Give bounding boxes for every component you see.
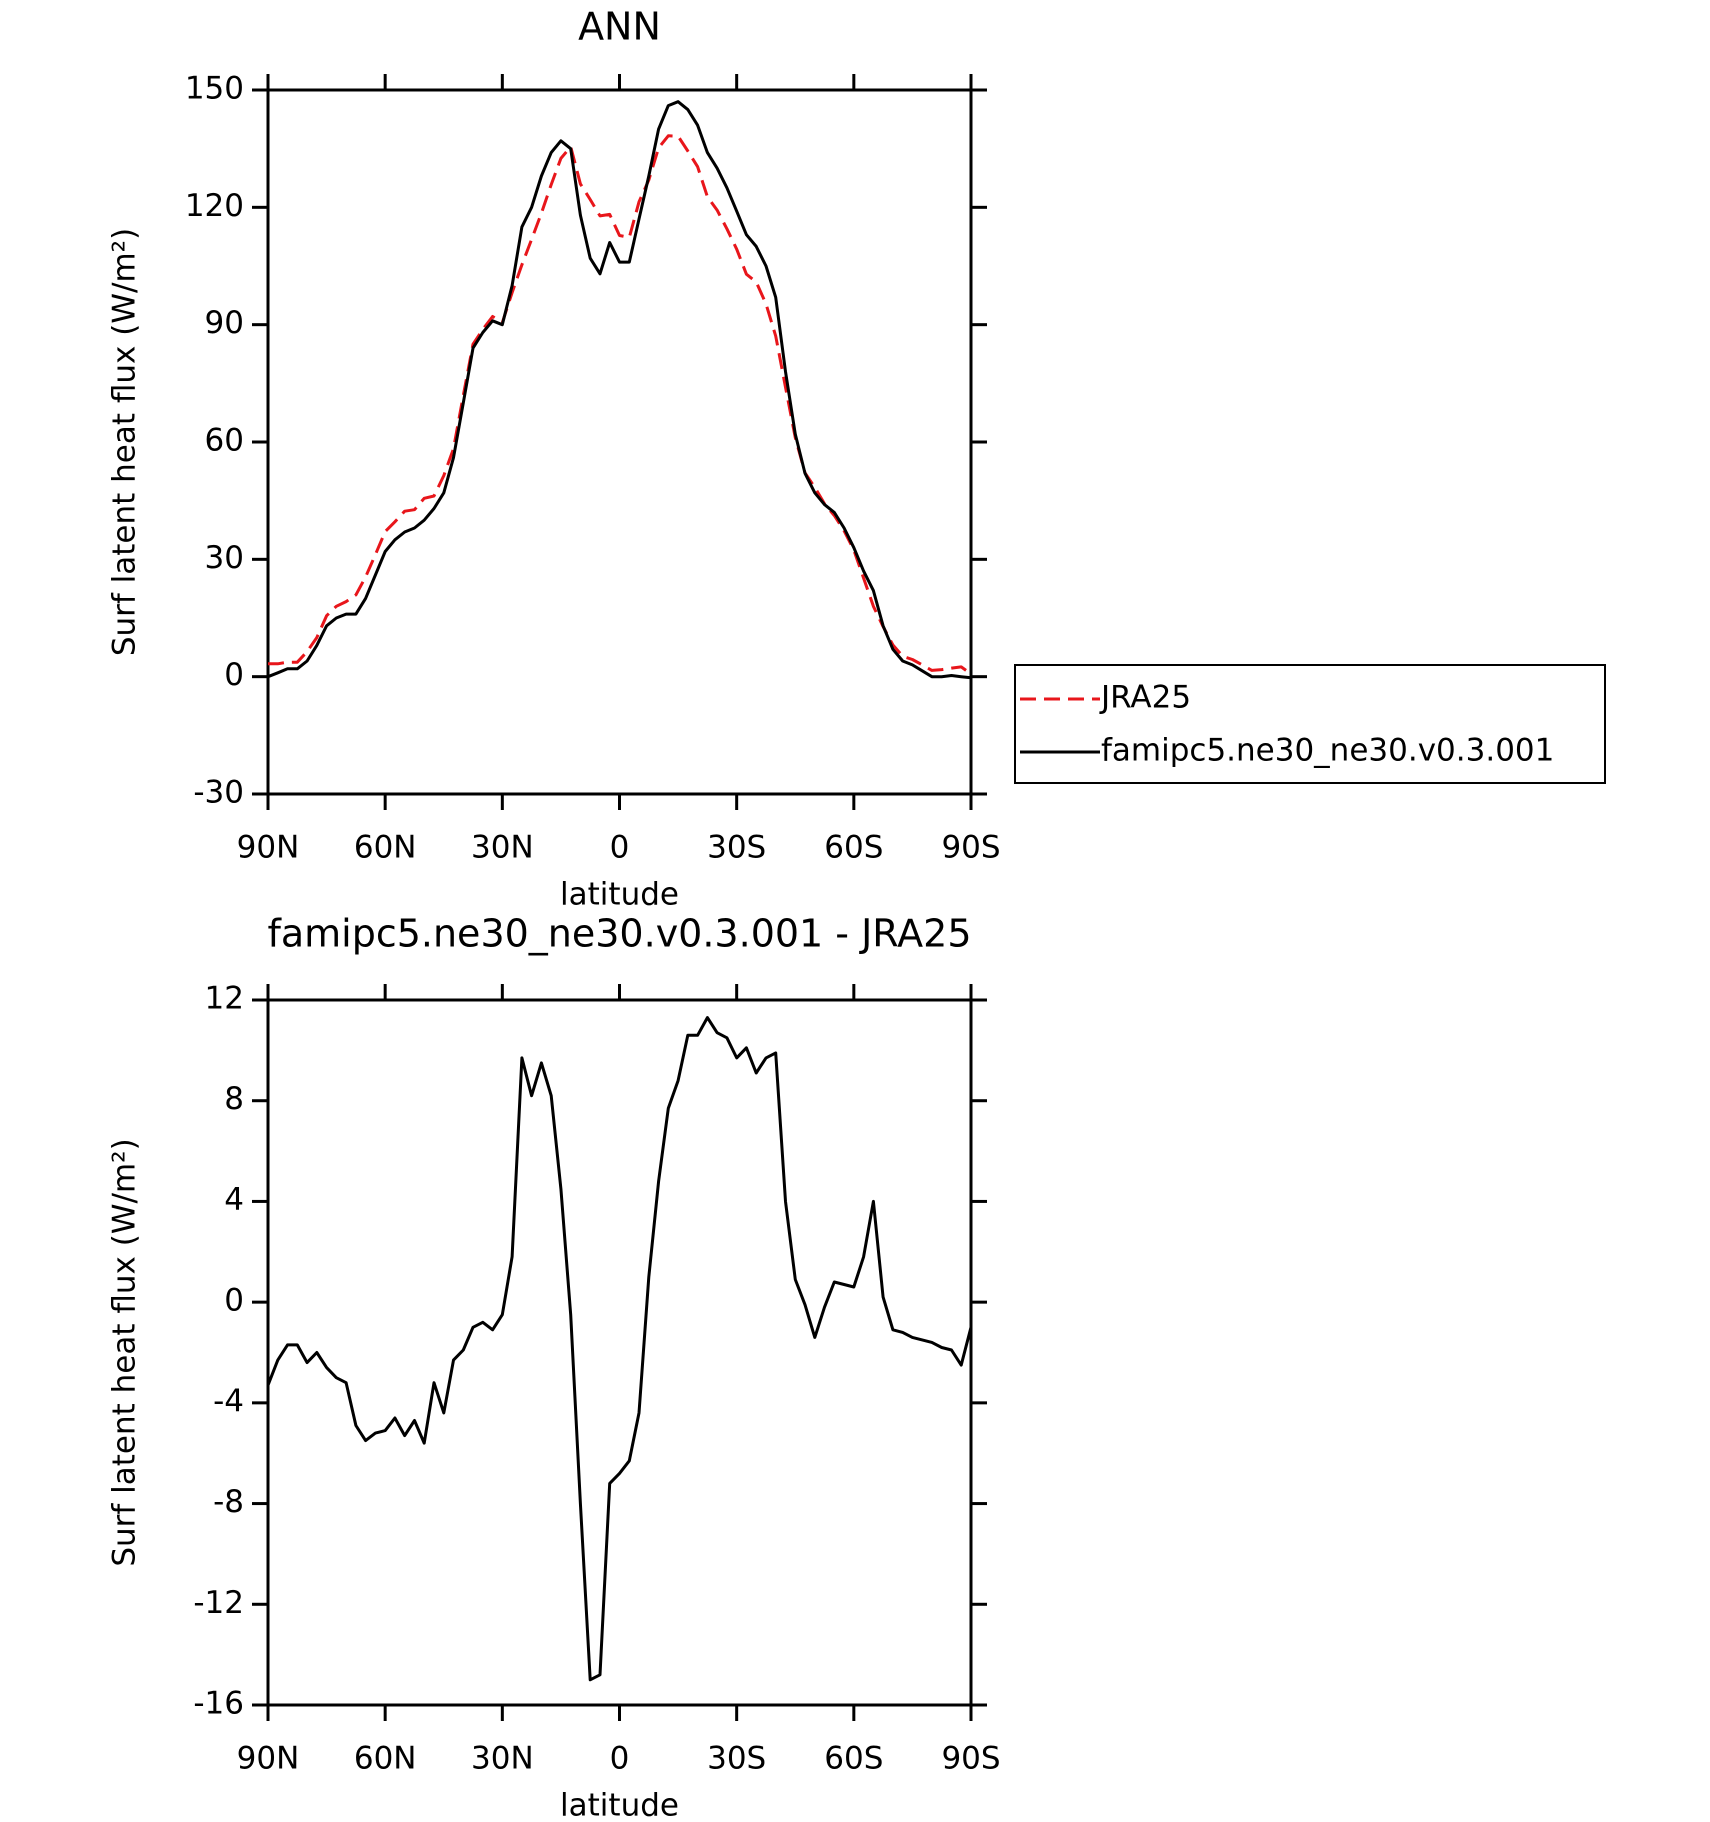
y-axis-label: Surf latent heat flux (W/m²) bbox=[107, 228, 143, 656]
y-tick-label: 60 bbox=[205, 423, 244, 459]
y-tick-label: 8 bbox=[224, 1081, 244, 1117]
y-tick-label: 120 bbox=[185, 188, 244, 224]
y-tick-label: 0 bbox=[224, 1283, 244, 1319]
y-axis-label: Surf latent heat flux (W/m²) bbox=[107, 1138, 143, 1566]
line bbox=[266, 1016, 973, 1682]
plot-frame bbox=[266, 998, 973, 1707]
x-tick-label: 30S bbox=[707, 830, 766, 866]
x-tick-label: 0 bbox=[610, 1741, 630, 1777]
y-tick-label: -16 bbox=[193, 1686, 244, 1722]
x-tick-label: 30S bbox=[707, 1741, 766, 1777]
y-tick-label: -8 bbox=[213, 1484, 244, 1520]
x-tick-label: 60N bbox=[354, 830, 417, 866]
y-tick-label: -4 bbox=[213, 1383, 244, 1419]
x-axis-label: latitude bbox=[560, 877, 679, 913]
x-tick-label: 30N bbox=[471, 830, 534, 866]
x-tick-label: 0 bbox=[610, 830, 630, 866]
x-tick-label: 30N bbox=[471, 1741, 534, 1777]
x-tick-label: 90N bbox=[237, 1741, 300, 1777]
legend-box bbox=[1014, 664, 1606, 784]
x-tick-label: 90S bbox=[941, 1741, 1000, 1777]
y-tick-label: 90 bbox=[205, 305, 244, 341]
chart-title: famipc5.ne30_ne30.v0.3.001 - JRA25 bbox=[267, 912, 971, 956]
y-tick-label: 4 bbox=[224, 1182, 244, 1218]
x-tick-label: 60S bbox=[824, 830, 883, 866]
x-tick-label: 90S bbox=[941, 830, 1000, 866]
x-tick-label: 90N bbox=[237, 830, 300, 866]
y-tick-label: 0 bbox=[224, 657, 244, 693]
y-tick-label: 12 bbox=[205, 981, 244, 1017]
y-tick-label: -12 bbox=[193, 1585, 244, 1621]
y-tick-label: 30 bbox=[205, 540, 244, 576]
y-tick-label: 150 bbox=[185, 71, 244, 107]
chart-title: ANN bbox=[578, 5, 661, 49]
x-tick-label: 60S bbox=[824, 1741, 883, 1777]
x-axis-label: latitude bbox=[560, 1788, 679, 1822]
y-tick-label: -30 bbox=[193, 775, 244, 811]
legend-label: famipc5.ne30_ne30.v0.3.001 bbox=[1101, 733, 1554, 769]
legend-label: JRA25 bbox=[1099, 680, 1191, 716]
plot-frame bbox=[266, 88, 973, 796]
line bbox=[267, 100, 972, 680]
x-tick-label: 60N bbox=[354, 1741, 417, 1777]
line bbox=[268, 134, 972, 676]
